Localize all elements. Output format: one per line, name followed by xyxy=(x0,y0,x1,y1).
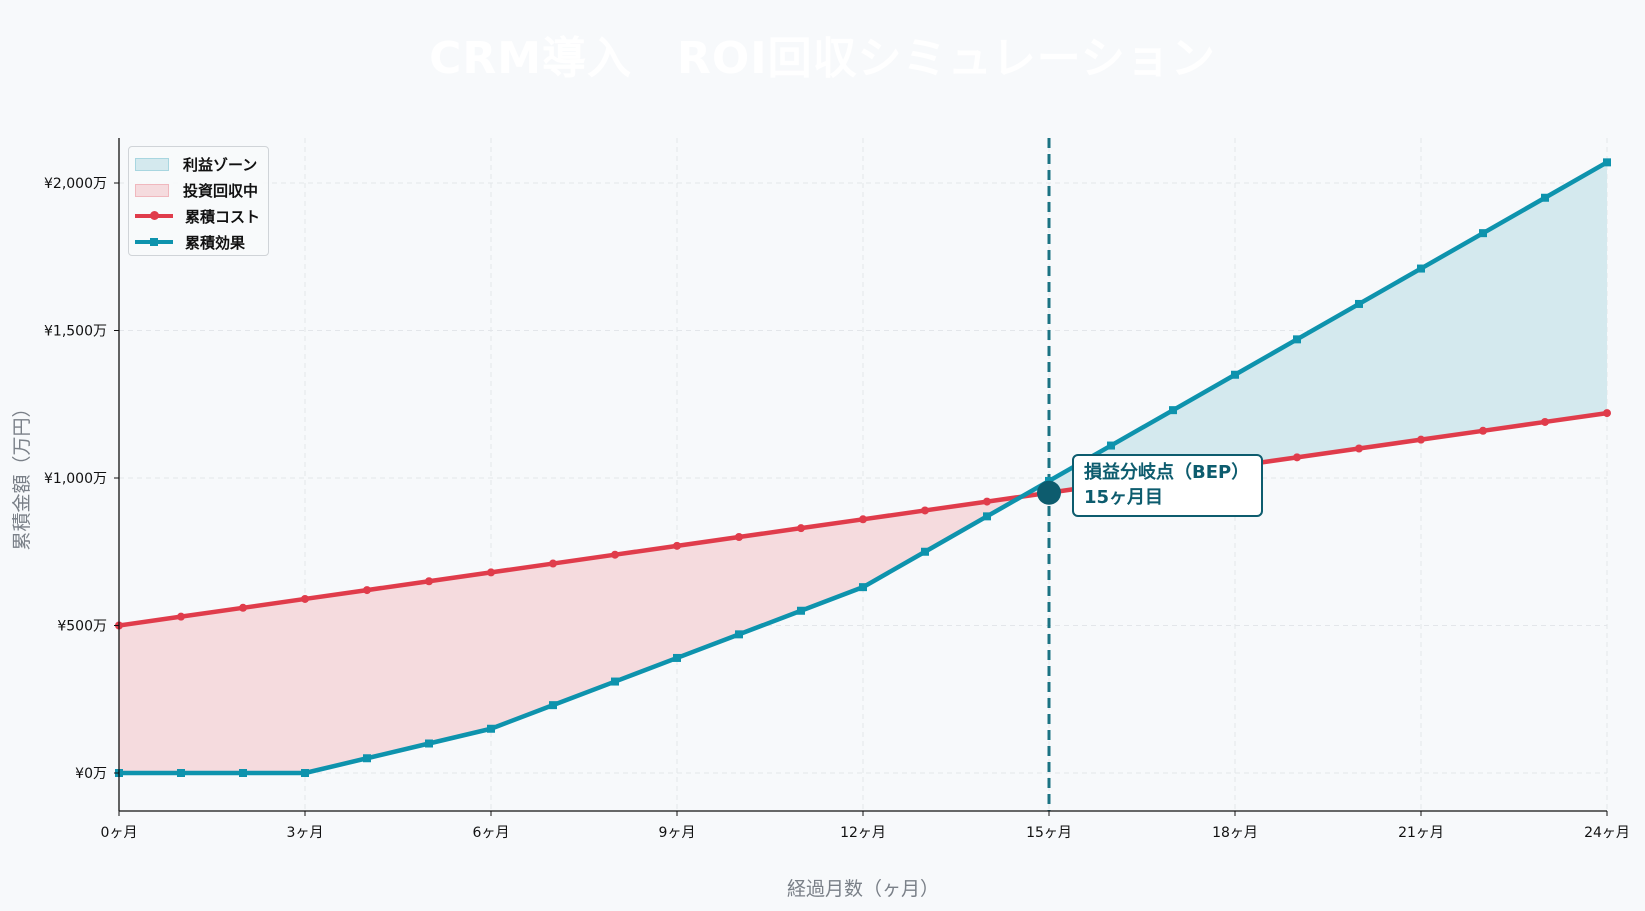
effect-marker xyxy=(1231,370,1239,379)
effect-marker xyxy=(425,739,433,748)
bep-point-marker xyxy=(1037,480,1061,505)
cost-marker xyxy=(1541,417,1549,426)
effect-marker xyxy=(301,769,309,777)
x-tick-label: 3ヶ月 xyxy=(287,825,324,841)
x-tick-label: 18ヶ月 xyxy=(1212,825,1258,841)
effect-marker xyxy=(487,724,495,733)
effect-marker xyxy=(735,630,743,639)
cost-marker xyxy=(425,577,433,586)
legend-item-profit-zone: 利益ゾーン xyxy=(135,151,262,177)
cost-line-icon xyxy=(135,211,173,220)
y-axis-label: 累積金額（万円） xyxy=(11,398,33,550)
legend-item-effect: 累積効果 xyxy=(135,229,262,255)
effect-marker xyxy=(1107,441,1115,450)
profit-zone-swatch xyxy=(135,157,169,171)
effect-marker xyxy=(1293,335,1301,344)
cost-marker xyxy=(1417,435,1425,444)
cost-marker xyxy=(1293,453,1301,462)
effect-marker xyxy=(859,583,867,592)
cost-marker xyxy=(487,568,495,577)
bep-annotation-title: 損益分岐点（BEP） xyxy=(1084,462,1250,483)
cost-marker xyxy=(611,550,619,559)
cost-marker xyxy=(301,594,309,603)
y-tick-label: ¥1,500万 xyxy=(44,324,107,340)
x-tick-label: 24ヶ月 xyxy=(1584,825,1630,841)
legend-item-recovery: 投資回収中 xyxy=(135,177,262,203)
cost-marker xyxy=(1355,444,1363,453)
legend-label: 利益ゾーン xyxy=(183,155,258,174)
effect-marker xyxy=(673,653,681,662)
cost-marker xyxy=(177,612,185,621)
effect-marker xyxy=(611,677,619,686)
effect-marker xyxy=(1417,264,1425,273)
effect-marker xyxy=(1479,229,1487,238)
effect-marker xyxy=(1541,193,1549,202)
effect-marker xyxy=(1355,299,1363,308)
effect-marker xyxy=(983,512,991,521)
cost-marker xyxy=(735,533,743,541)
recovery-zone-swatch xyxy=(135,183,169,197)
cost-marker xyxy=(549,559,557,568)
cost-marker xyxy=(1603,409,1611,418)
y-tick-label: ¥0万 xyxy=(75,766,107,782)
effect-marker xyxy=(1169,406,1177,415)
x-tick-label: 12ヶ月 xyxy=(840,825,886,841)
legend-item-cost: 累積コスト xyxy=(135,203,262,229)
cost-marker xyxy=(921,506,929,515)
cost-marker xyxy=(983,497,991,506)
y-tick-label: ¥1,000万 xyxy=(44,471,107,487)
recovery-zone-fill xyxy=(119,496,1022,773)
legend: 利益ゾーン 投資回収中 累積コスト 累積効果 xyxy=(128,146,269,256)
legend-label: 累積コスト xyxy=(185,207,261,226)
cost-marker xyxy=(673,541,681,550)
y-tick-label: ¥500万 xyxy=(57,619,107,635)
cost-marker xyxy=(363,586,371,595)
cost-marker xyxy=(1479,426,1487,435)
effect-marker xyxy=(921,547,929,556)
effect-marker xyxy=(177,769,185,777)
effect-marker xyxy=(549,701,557,710)
x-tick-label: 21ヶ月 xyxy=(1398,825,1444,841)
legend-label: 投資回収中 xyxy=(183,181,259,200)
legend-label: 累積効果 xyxy=(185,233,246,252)
effect-line-icon xyxy=(135,238,173,246)
effect-marker xyxy=(797,606,805,615)
y-tick-label: ¥2,000万 xyxy=(44,176,107,192)
cost-marker xyxy=(239,603,247,612)
cost-marker xyxy=(797,524,805,533)
effect-marker xyxy=(1603,158,1611,167)
x-tick-label: 15ヶ月 xyxy=(1026,825,1072,841)
bep-annotation: 損益分岐点（BEP） 15ヶ月目 xyxy=(1072,454,1264,517)
axes: 0ヶ月 3ヶ月 6ヶ月 9ヶ月 12ヶ月 15ヶ月 18ヶ月 21ヶ月 24ヶ月 ¥0万 ¥500万… xyxy=(11,138,1630,900)
effect-marker xyxy=(363,754,371,763)
x-tick-label: 9ヶ月 xyxy=(659,825,696,841)
chart-title: CRM導入 ROI回収シミュレーション xyxy=(429,33,1216,84)
x-tick-label: 6ヶ月 xyxy=(473,825,510,841)
bep-annotation-month: 15ヶ月目 xyxy=(1084,487,1164,508)
cost-marker xyxy=(859,515,867,524)
effect-marker xyxy=(239,769,247,777)
x-tick-label: 0ヶ月 xyxy=(101,825,138,841)
x-axis-label: 経過月数（ヶ月） xyxy=(787,878,939,900)
